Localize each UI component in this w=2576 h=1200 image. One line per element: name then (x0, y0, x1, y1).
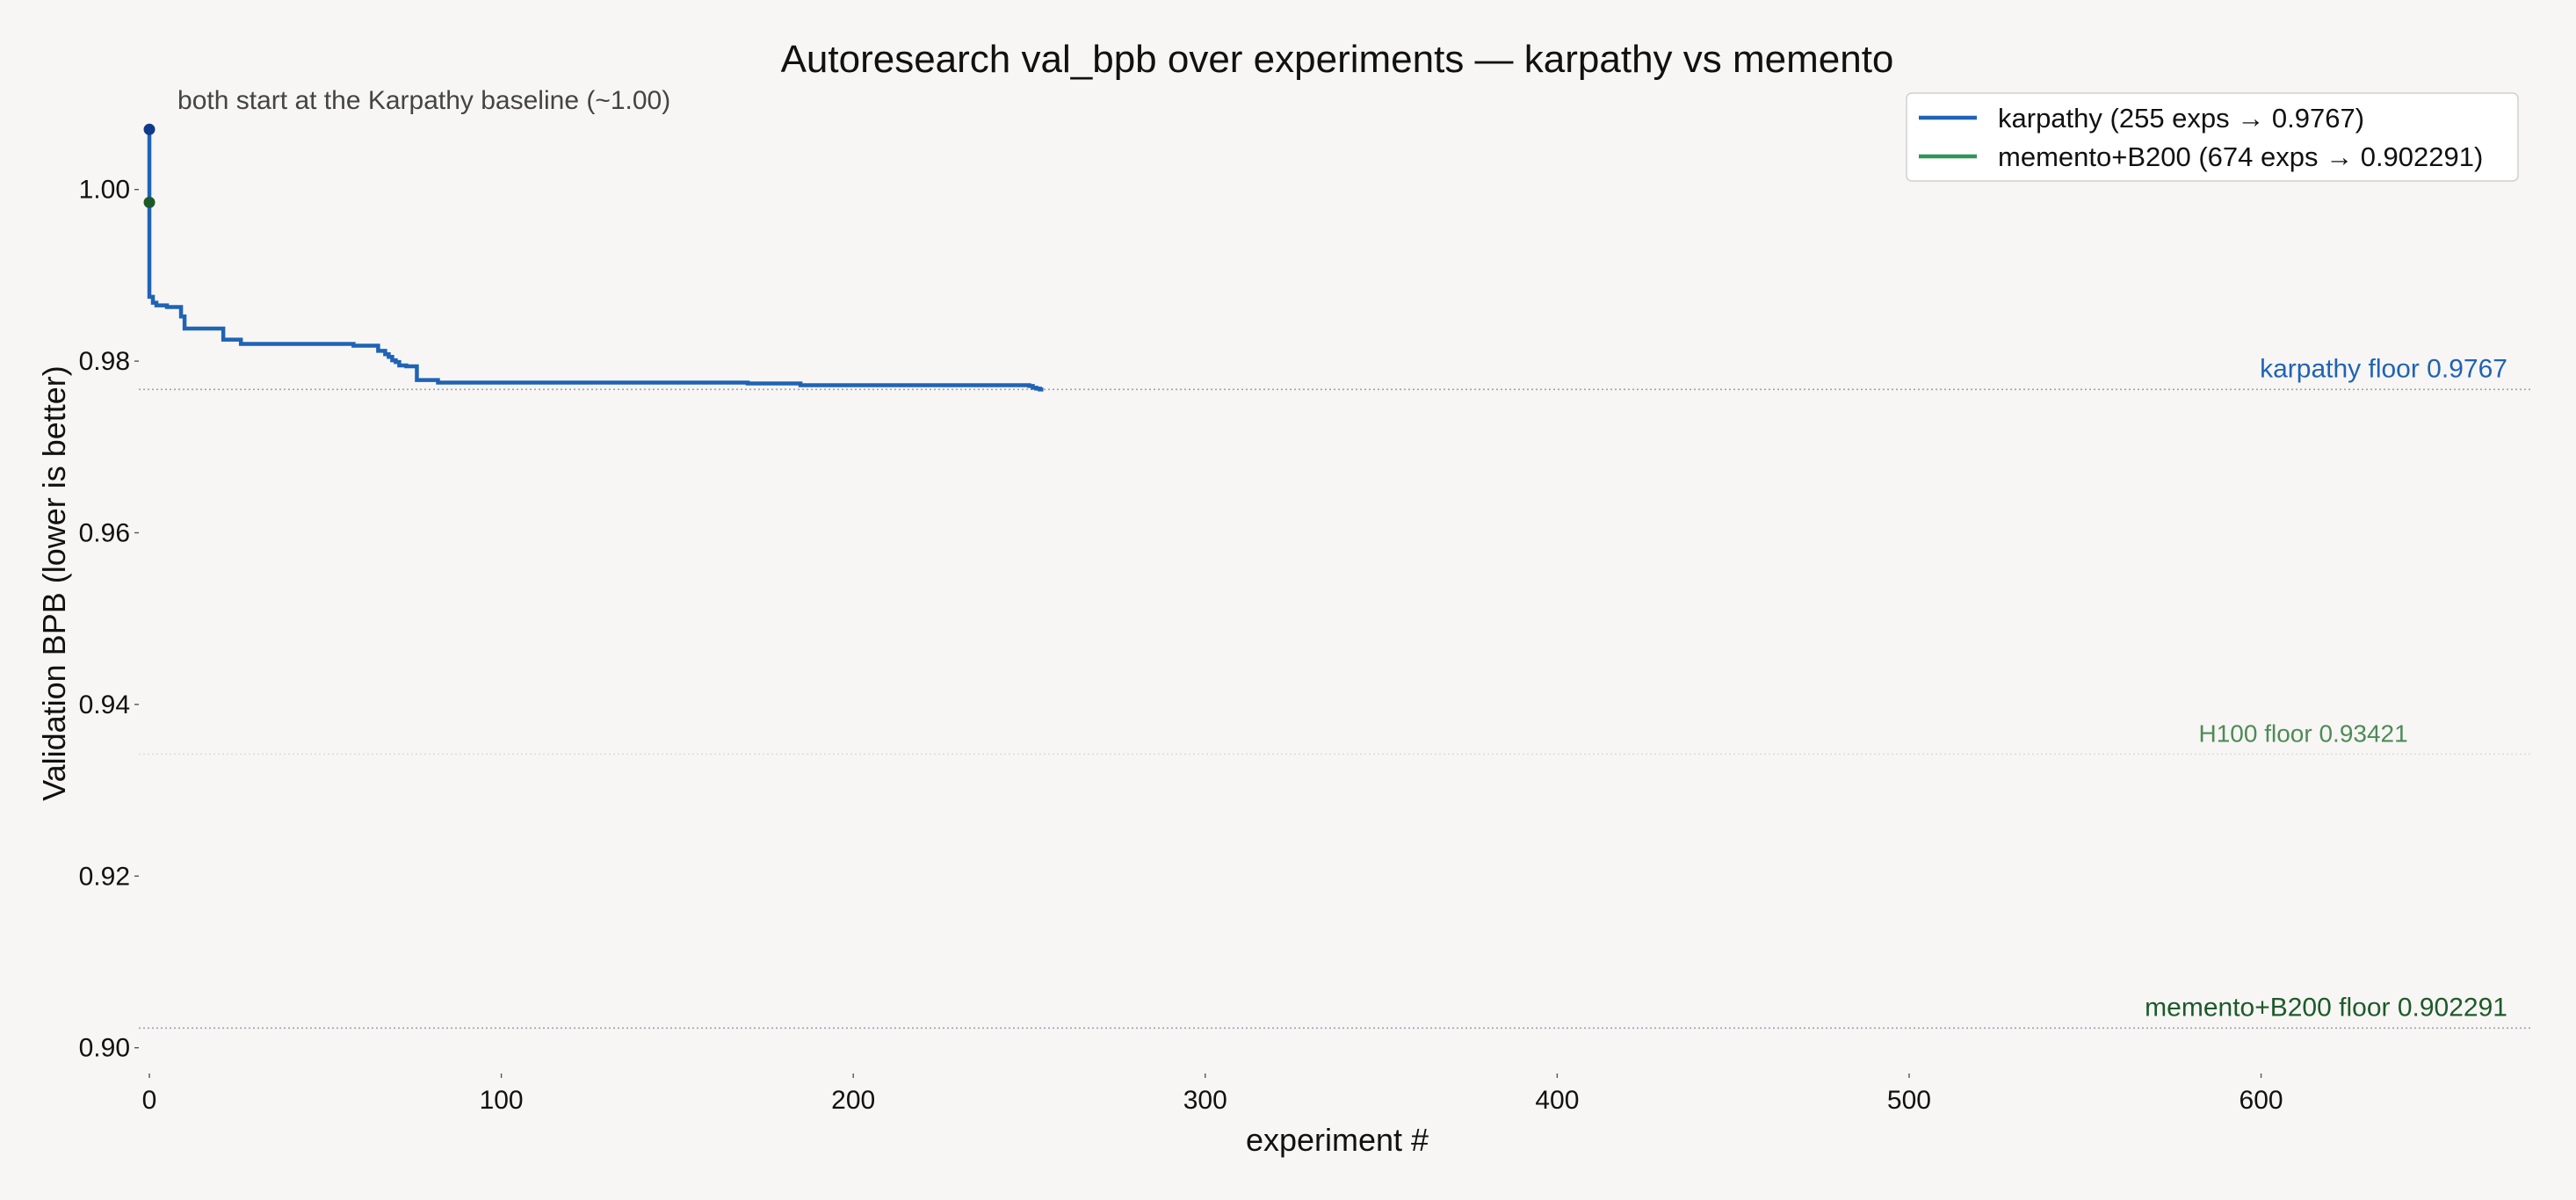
x-tick-label-1: 100 (480, 1086, 524, 1115)
series-line-0 (147, 129, 1044, 392)
x-tick-label-6: 600 (2240, 1086, 2283, 1115)
y-tick-label-1: 0.92 (79, 862, 130, 891)
y-axis-label: Validation BPB (lower is better) (36, 365, 72, 801)
annotation-0: both start at the Karpathy baseline (~1.… (177, 86, 670, 115)
x-tick-label-2: 200 (831, 1086, 875, 1115)
reference-label-1: H100 floor 0.93421 (2199, 719, 2408, 747)
x-axis-label: experiment # (1246, 1122, 1429, 1158)
annotations: both start at the Karpathy baseline (~1.… (177, 86, 670, 115)
start-marker-1 (143, 196, 156, 208)
x-tick-label-4: 400 (1535, 1086, 1579, 1115)
y-tick-label-4: 0.98 (79, 347, 130, 376)
start-marker-0 (143, 123, 156, 135)
series-layer (147, 129, 1044, 392)
reference-lines: karpathy floor 0.9767 H100 floor 0.93421 m… (139, 354, 2532, 1030)
reference-label-2: memento+B200 floor 0.902291 (2145, 993, 2507, 1022)
x-tick-label-0: 0 (142, 1086, 157, 1115)
x-tick-label-3: 300 (1183, 1086, 1227, 1115)
start-markers (143, 123, 156, 208)
x-tick-label-5: 500 (1887, 1086, 1931, 1115)
y-tick-label-0: 0.90 (79, 1034, 130, 1063)
x-axis-ticks: 0 100 200 300 400 500 600 (142, 1073, 2283, 1115)
y-tick-label-5: 1.00 (79, 176, 130, 205)
legend-label-1: memento+B200 (674 exps → 0.902291) (1998, 141, 2483, 172)
reference-label-0: karpathy floor 0.9767 (2260, 354, 2507, 383)
legend-label-0: karpathy (255 exps → 0.9767) (1998, 103, 2364, 134)
y-tick-label-3: 0.96 (79, 518, 130, 547)
chart-title: Autoresearch val_bpb over experiments — … (781, 38, 1894, 81)
legend: karpathy (255 exps → 0.9767) memento+B200… (1906, 92, 2519, 182)
legend-box (1906, 92, 2519, 182)
y-axis-ticks: 0.90 0.92 0.94 0.96 0.98 1.00 (79, 176, 139, 1063)
y-tick-label-2: 0.94 (79, 690, 130, 719)
